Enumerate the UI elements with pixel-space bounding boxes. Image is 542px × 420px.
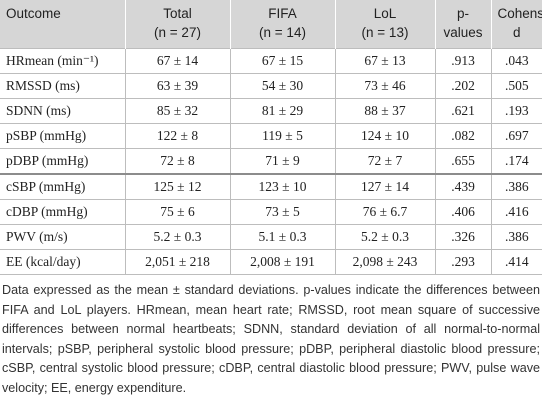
value-cell: .913 — [434, 48, 492, 74]
table-row: RMSSD (ms) 63 ± 39 54 ± 30 73 ± 46.202.505 — [0, 73, 542, 99]
value-cell: 76 ± 6.7 — [334, 199, 436, 225]
value-cell: 5.2 ± 0.3 — [124, 224, 231, 250]
header-label: p-values — [443, 6, 483, 40]
table-row: EE (kcal/day) 2,051 ± 218 2,008 ± 191 2,098… — [0, 249, 542, 275]
value-cell: 127 ± 14 — [334, 173, 436, 200]
value-cell: .293 — [434, 249, 492, 275]
value-cell: 73 ± 5 — [229, 199, 336, 225]
header-cell: FIFA (n = 14) — [229, 0, 335, 49]
value-cell: .326 — [434, 224, 492, 250]
value-cell: 125 ± 12 — [124, 173, 231, 200]
value-cell: 2,008 ± 191 — [229, 249, 336, 275]
outcome-cell: SDNN (ms) — [0, 98, 126, 124]
header-label: LoL — [373, 6, 397, 21]
value-cell: 81 ± 29 — [229, 98, 336, 124]
table-row: cDBP (mmHg) 75 ± 6 73 ± 5 76 ± 6.7.406.416 — [0, 199, 542, 225]
value-cell: .174 — [490, 148, 542, 175]
value-cell: .386 — [490, 224, 542, 250]
header-cell: Cohens d — [490, 0, 542, 49]
value-cell: .655 — [434, 148, 492, 175]
value-cell: 71 ± 9 — [229, 148, 336, 175]
header-label: Total — [163, 6, 192, 21]
footnote: Data expressed as the mean ± standard de… — [2, 283, 540, 395]
header-cell: LoL (n = 13) — [334, 0, 435, 49]
value-cell: 122 ± 8 — [124, 123, 231, 149]
outcome-cell: cDBP (mmHg) — [0, 199, 126, 225]
value-cell: 85 ± 32 — [124, 98, 231, 124]
header-cell: Total (n = 27) — [124, 0, 230, 49]
value-cell: 5.2 ± 0.3 — [334, 224, 436, 250]
value-cell: .439 — [434, 173, 492, 200]
value-cell: .386 — [490, 173, 542, 200]
results-table: Outcome Total (n = 27) FIFA (n = 14) LoL (n = … — [0, 0, 542, 275]
value-cell: 63 ± 39 — [124, 73, 231, 99]
table-row: pDBP (mmHg) 72 ± 8 71 ± 9 72 ± 7.655.174 — [0, 148, 542, 175]
header-cell: Outcome — [0, 0, 125, 49]
value-cell: 2,051 ± 218 — [124, 249, 231, 275]
value-cell: .043 — [490, 48, 542, 74]
outcome-cell: EE (kcal/day) — [0, 249, 126, 275]
value-cell: .406 — [434, 199, 492, 225]
value-cell: 119 ± 5 — [229, 123, 336, 149]
header-cell: p-values — [434, 0, 491, 49]
header-label: Outcome — [6, 6, 61, 21]
value-cell: .082 — [434, 123, 492, 149]
value-cell: 72 ± 8 — [124, 148, 231, 175]
value-cell: .621 — [434, 98, 492, 124]
value-cell: .414 — [490, 249, 542, 275]
value-cell: 72 ± 7 — [334, 148, 436, 175]
value-cell: .193 — [490, 98, 542, 124]
header-sub: (n = 14) — [259, 25, 306, 40]
header-sub: (n = 27) — [154, 25, 201, 40]
value-cell: 54 ± 30 — [229, 73, 336, 99]
value-cell: .416 — [490, 199, 542, 225]
value-cell: .202 — [434, 73, 492, 99]
outcome-cell: RMSSD (ms) — [0, 73, 126, 99]
header-sub: (n = 13) — [361, 25, 409, 40]
value-cell: 88 ± 37 — [334, 98, 436, 124]
value-cell: 67 ± 13 — [334, 48, 436, 74]
table-row: cSBP (mmHg) 125 ± 12 123 ± 10 127 ± 14.439.… — [0, 173, 542, 200]
value-cell: 75 ± 6 — [124, 199, 231, 225]
value-cell: 73 ± 46 — [334, 73, 436, 99]
value-cell: .505 — [490, 73, 542, 99]
value-cell: 124 ± 10 — [334, 123, 436, 149]
value-cell: 67 ± 15 — [229, 48, 336, 74]
outcome-cell: pSBP (mmHg) — [0, 123, 126, 149]
table-row: pSBP (mmHg) 122 ± 8 119 ± 5 124 ± 10.082.69… — [0, 123, 542, 149]
value-cell: 123 ± 10 — [229, 173, 336, 200]
value-cell: 67 ± 14 — [124, 48, 231, 74]
table-row: SDNN (ms) 85 ± 32 81 ± 29 88 ± 37.621.193 — [0, 98, 542, 124]
table-row: PWV (m/s) 5.2 ± 0.3 5.1 ± 0.3 5.2 ± 0.3.326… — [0, 224, 542, 250]
value-cell: 5.1 ± 0.3 — [229, 224, 336, 250]
value-cell: .697 — [490, 123, 542, 149]
table-body: HRmean (min⁻¹) 67 ± 14 67 ± 15 67 ± 13.913.… — [0, 48, 542, 275]
header-label: Cohens — [497, 6, 542, 21]
outcome-cell: pDBP (mmHg) — [0, 148, 126, 175]
header-label: FIFA — [268, 6, 297, 21]
outcome-cell: PWV (m/s) — [0, 224, 126, 250]
outcome-cell: cSBP (mmHg) — [0, 173, 126, 200]
table-row: HRmean (min⁻¹) 67 ± 14 67 ± 15 67 ± 13.913.… — [0, 48, 542, 74]
outcome-cell: HRmean (min⁻¹) — [0, 48, 126, 74]
header-row: Outcome Total (n = 27) FIFA (n = 14) LoL (n = … — [0, 0, 542, 49]
header-sub: d — [512, 25, 521, 40]
value-cell: 2,098 ± 243 — [334, 249, 436, 275]
